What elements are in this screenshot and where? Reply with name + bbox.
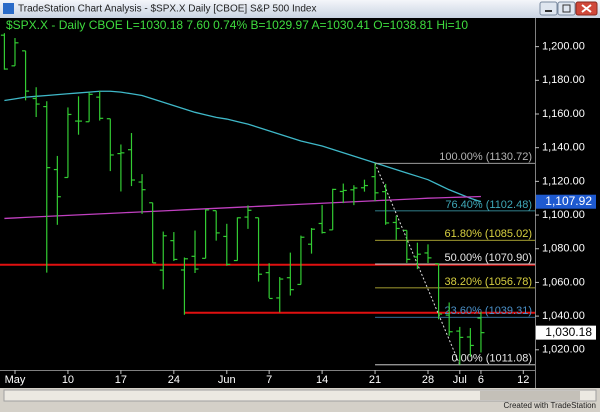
- maximize-button[interactable]: [557, 1, 576, 16]
- price-marker: [536, 325, 596, 340]
- price-marker: [536, 194, 596, 209]
- y-tick-label: 1,120.00: [542, 175, 585, 187]
- x-tick-label: Jul: [453, 374, 467, 386]
- x-tick-label: 6: [478, 374, 484, 386]
- x-tick-label: 10: [62, 374, 74, 386]
- chart-background: [0, 18, 600, 388]
- fib-label: 50.00% (1070.90): [445, 252, 532, 264]
- fib-label: 100.00% (1130.72): [439, 151, 532, 163]
- fib-label: 76.40% (1102.48): [445, 199, 532, 211]
- x-tick-label: 21: [369, 374, 381, 386]
- fib-label: 61.80% (1085.02): [445, 228, 532, 240]
- minimize-button[interactable]: [539, 1, 558, 16]
- x-tick-label: 12: [517, 374, 529, 386]
- x-tick-label: 7: [266, 374, 272, 386]
- scrollbar[interactable]: [3, 389, 597, 402]
- y-tick-label: 1,180.00: [542, 74, 585, 86]
- y-tick-label: 1,140.00: [542, 142, 585, 154]
- fib-label: 23.60% (1039.31): [445, 305, 532, 317]
- maximize-glyph: [562, 4, 571, 13]
- price-marker-label: 1,107.92: [545, 194, 592, 208]
- fib-label: 0.00% (1011.08): [451, 353, 532, 365]
- moving-average: [4, 195, 481, 220]
- x-tick-label: 14: [316, 374, 328, 386]
- y-tick-label: 1,100.00: [542, 209, 585, 221]
- scroll-thumb[interactable]: [480, 391, 580, 400]
- moving-average: [4, 90, 482, 203]
- y-tick-label: 1,160.00: [542, 108, 585, 120]
- y-tick-label: 1,040.00: [542, 310, 585, 322]
- window-title: TradeStation Chart Analysis - $SPX.X Dai…: [18, 4, 316, 15]
- x-tick-label: 28: [422, 374, 434, 386]
- price-marker-label: 1,030.18: [545, 325, 592, 339]
- chart-header: $SPX.X - Daily CBOE L=1030.18 7.60 0.74%…: [6, 18, 468, 32]
- footer-credit: Created with TradeStation: [504, 401, 597, 410]
- fib-label: 38.20% (1056.78): [445, 276, 532, 288]
- app-icon: [3, 3, 14, 14]
- y-tick-label: 1,020.00: [542, 344, 585, 356]
- y-tick-label: 1,060.00: [542, 276, 585, 288]
- title-bar: [0, 0, 600, 18]
- close-glyph: [581, 4, 592, 13]
- x-tick-label: 24: [168, 374, 180, 386]
- x-tick-label: 17: [115, 374, 127, 386]
- y-tick-label: 1,200.00: [542, 41, 585, 53]
- x-tick-label: May: [5, 374, 26, 386]
- x-tick-label: Jun: [218, 374, 236, 386]
- y-tick-label: 1,080.00: [542, 243, 585, 255]
